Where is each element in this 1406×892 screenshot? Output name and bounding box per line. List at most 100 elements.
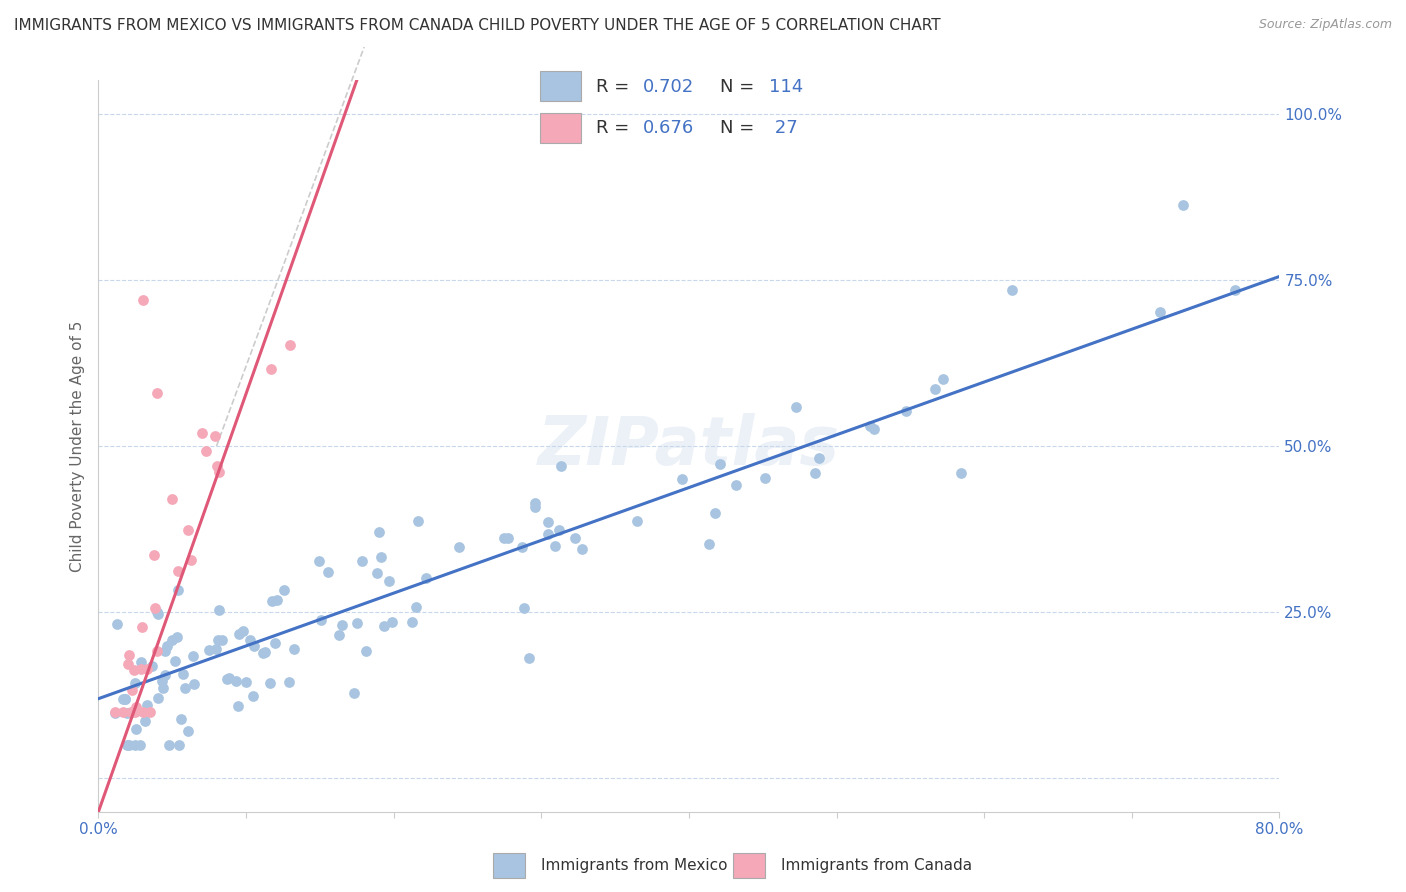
Point [145,600,167,615]
Point [228,627,250,641]
Point [150,674,173,689]
Point [172,667,194,681]
Point [564,531,586,545]
Point [703,506,725,520]
Point [1171,197,1194,211]
Point [243,639,266,653]
Point [367,524,389,539]
Point [626,514,648,528]
Point [217,672,239,686]
Point [278,675,301,690]
Point [155,644,177,658]
Text: Source: ZipAtlas.com: Source: ZipAtlas.com [1258,18,1392,31]
Point [141,659,163,673]
Point [260,594,283,608]
Text: 114: 114 [769,78,804,95]
Point [169,738,191,752]
Point [1223,283,1246,297]
Point [253,645,276,659]
Point [697,537,720,551]
Point [370,550,392,565]
Point [208,603,231,617]
Point [118,648,141,662]
Point [343,686,366,700]
Point [283,642,305,657]
Point [550,458,572,473]
Point [260,361,283,376]
Point [205,642,228,657]
Point [259,676,281,690]
Point [330,617,353,632]
Point [129,738,152,752]
Point [166,583,188,598]
Point [377,574,399,588]
Point [195,443,218,458]
Point [124,705,146,719]
Text: R =: R = [596,119,636,136]
Point [112,692,135,706]
Point [166,631,188,645]
Point [177,723,200,738]
Point [167,564,190,578]
Point [266,592,288,607]
Point [401,615,423,629]
Point [211,632,233,647]
Point [346,615,368,630]
Point [132,705,155,719]
Point [724,478,747,492]
Point [273,583,295,598]
Point [858,419,880,434]
Point [235,675,257,690]
Point [124,738,146,752]
Point [785,401,807,415]
Point [226,699,249,714]
Point [932,372,955,386]
Point [366,566,388,580]
Point [510,540,533,554]
Point [129,655,152,669]
Text: N =: N = [720,119,759,136]
Point [115,738,138,752]
Y-axis label: Child Poverty Under the Age of 5: Child Poverty Under the Age of 5 [69,320,84,572]
Point [264,636,287,650]
Point [107,616,129,631]
Point [415,571,437,585]
Point [104,706,127,720]
Point [131,619,153,633]
Point [134,714,156,729]
Point [118,738,141,752]
Point [949,467,972,481]
Text: ZIPatlas: ZIPatlas [538,413,839,479]
Point [537,516,560,530]
Point [157,738,180,752]
Point [709,457,731,471]
Point [146,385,169,400]
Point [135,662,157,676]
Point [115,706,138,720]
Point [308,554,330,568]
Point [571,541,593,556]
Point [548,523,571,537]
Point [496,531,519,545]
Point [536,527,558,541]
Point [252,646,274,660]
Text: IMMIGRANTS FROM MEXICO VS IMMIGRANTS FROM CANADA CHILD POVERTY UNDER THE AGE OF : IMMIGRANTS FROM MEXICO VS IMMIGRANTS FRO… [14,18,941,33]
Bar [733,853,765,878]
Point [1149,304,1171,318]
Point [1001,284,1024,298]
Point [198,643,221,657]
Point [121,682,143,697]
Point [492,531,515,545]
Point [517,651,540,665]
Text: N =: N = [720,78,759,95]
Point [131,662,153,676]
Point [380,615,402,629]
Point [311,614,333,628]
Point [808,450,831,465]
Point [160,633,183,648]
Point [207,632,229,647]
Text: Immigrants from Canada: Immigrants from Canada [782,858,973,872]
Point [114,692,136,706]
Point [524,500,547,514]
Point [373,619,395,633]
